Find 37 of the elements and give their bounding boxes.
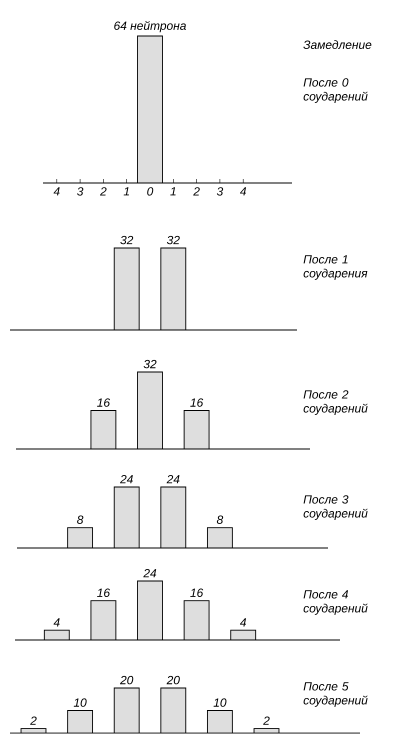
data-label: 16	[97, 588, 110, 597]
data-label: 24	[143, 568, 156, 578]
text: После 2 соударений	[304, 390, 368, 415]
data-label: 8	[77, 516, 84, 524]
data-label: 2	[30, 716, 37, 725]
text: После 1 соударения	[304, 255, 368, 280]
data-label: 10	[74, 698, 87, 707]
data-label: 4	[54, 618, 60, 626]
text: После 0 соударений	[304, 78, 368, 103]
x-tick-label: 3	[216, 187, 224, 196]
data-label: 24	[120, 474, 133, 484]
data-label: 20	[166, 676, 180, 684]
x-tick-label: 4	[240, 187, 246, 196]
x-tick-label: 1	[124, 187, 130, 196]
data-label: 4	[240, 618, 246, 626]
text: После 3 соударений	[304, 495, 368, 520]
text: После 5 соударений	[304, 682, 368, 707]
x-tick-label: 1	[170, 187, 176, 196]
data-label: 2	[263, 716, 270, 725]
data-label: 20	[120, 676, 134, 684]
data-label: 64 нейтрона	[114, 20, 186, 32]
x-tick-label: 3	[77, 187, 84, 196]
x-tick-label: 2	[193, 187, 200, 196]
x-tick-label: 2	[100, 187, 107, 196]
data-label: 16	[97, 398, 110, 407]
data-label: 32	[166, 236, 180, 244]
text: Замедление	[303, 40, 372, 49]
x-tick-label: 0	[147, 187, 154, 196]
text: После 4 соударений	[304, 590, 368, 615]
x-tick-label: 4	[54, 187, 60, 196]
data-label: 32	[144, 360, 156, 368]
data-label: 10	[214, 698, 226, 707]
data-label: 16	[190, 588, 204, 597]
data-label: 8	[216, 516, 224, 524]
data-label: 24	[166, 474, 180, 484]
data-label: 32	[120, 236, 134, 244]
data-label: 16	[190, 398, 204, 407]
